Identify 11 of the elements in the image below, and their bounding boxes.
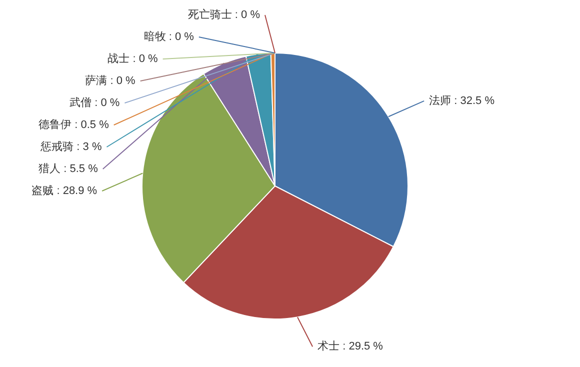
slice-label: 术士 : 29.5 % — [318, 340, 384, 353]
category-label: 战士 : 0 % — [108, 53, 158, 65]
slice-label: 盗贼 : 28.9 % — [32, 184, 98, 197]
slice-label: 法师 : 32.5 % — [429, 94, 495, 107]
category-label: 武僧 : 0 % — [70, 97, 120, 109]
slice-label: 惩戒骑 : 3 % — [40, 140, 102, 153]
category-label: 暗牧 : 0 % — [144, 31, 194, 43]
slice-label: 猎人 : 5.5 % — [38, 162, 98, 175]
category-label: 死亡骑士 : 0 % — [188, 9, 260, 21]
category-label: 萨满 : 0 % — [85, 75, 136, 87]
slice-label: 德鲁伊 : 0.5 % — [38, 119, 110, 131]
